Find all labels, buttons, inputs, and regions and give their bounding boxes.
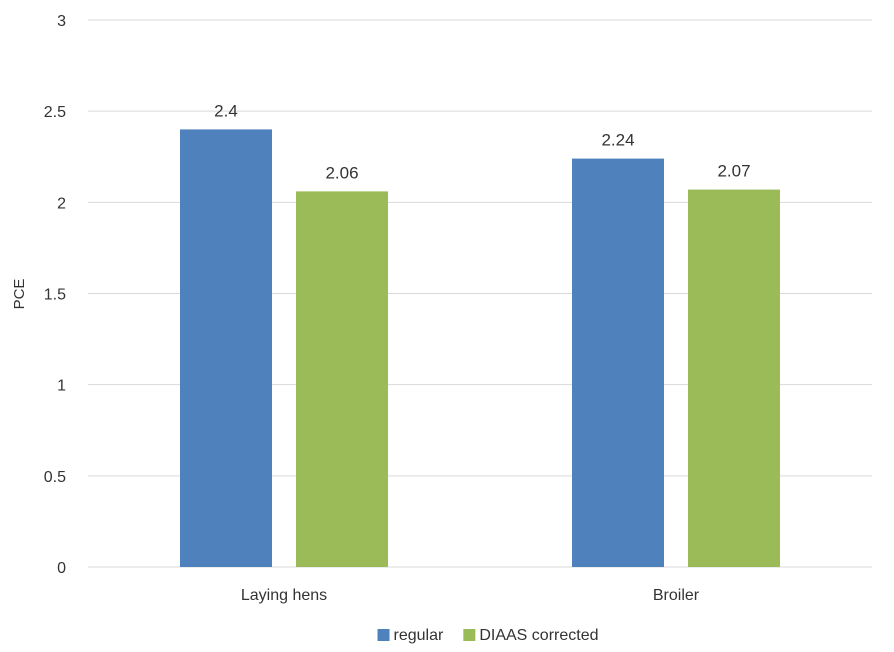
y-tick-label: 2.5 [44,104,66,121]
bar-regular-broiler [572,158,664,567]
data-label: 2.07 [717,162,750,181]
data-label: 2.06 [325,163,358,182]
y-tick-label: 0.5 [44,469,66,486]
legend-swatch [377,629,390,641]
bar-regular-laying-hens [180,129,272,567]
legend-label: regular [394,627,444,644]
y-tick-label: 1.5 [44,287,66,304]
x-category-label: Laying hens [241,587,327,604]
y-tick-label: 2 [57,195,66,212]
y-axis-title: PCE [11,279,28,310]
y-tick-label: 3 [57,13,66,30]
legend-item-diaas-corrected: DIAAS corrected [463,627,598,644]
bars [180,129,780,568]
bar-diaas-corrected-broiler [688,189,780,567]
bar-diaas-corrected-laying-hens [296,191,388,568]
data-label: 2.4 [214,101,238,120]
data-labels: 2.4 2.06 2.24 2.07 [214,101,750,182]
data-label: 2.24 [601,131,634,150]
x-category-label: Broiler [653,587,700,604]
legend-label: DIAAS corrected [479,627,598,644]
legend-swatch [463,629,476,641]
y-axis-ticks: 0 0.5 1 1.5 2 2.5 3 [44,13,66,577]
y-tick-label: 1 [57,378,66,395]
x-axis-categories: Laying hens Broiler [241,587,700,604]
legend: regular DIAAS corrected [377,627,598,644]
legend-item-regular: regular [377,627,444,644]
y-tick-label: 0 [57,560,66,577]
